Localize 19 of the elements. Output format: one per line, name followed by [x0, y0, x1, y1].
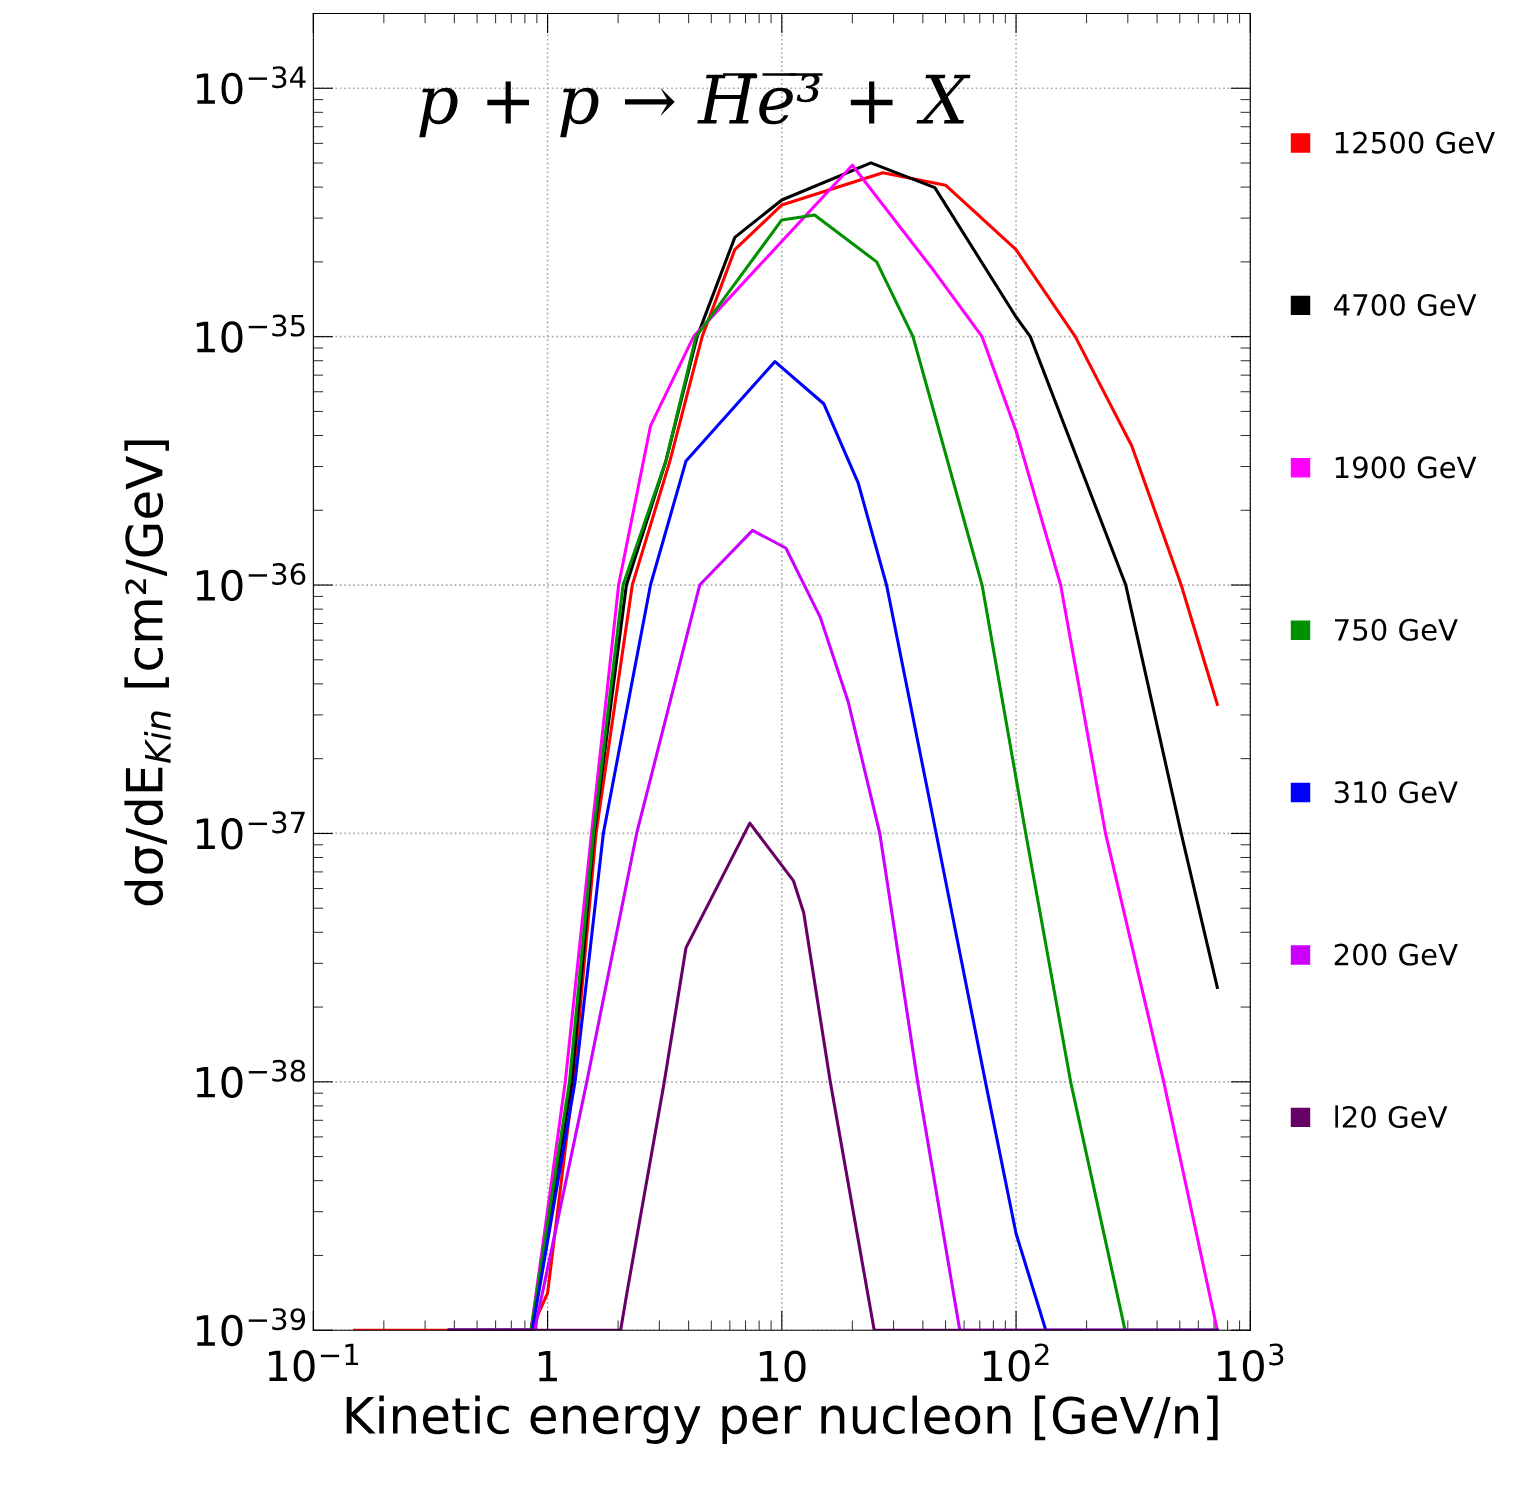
- y-tick-label: 10$^{−36}$: [196, 562, 306, 602]
- legend-label: 4700 GeV: [1334, 293, 1477, 317]
- y-tick-label: 10$^{−38}$: [196, 1059, 306, 1098]
- y-tick-label: 10$^{−37}$: [196, 811, 305, 850]
- x-tick-label: 10$^{3}$: [1218, 1343, 1284, 1382]
- x-axis-title: Kinetic energy per nucleon [GeV/n]: [346, 1395, 1218, 1444]
- legend-label: 200 GeV: [1334, 943, 1458, 966]
- legend-label: 12500 GeV: [1335, 131, 1495, 154]
- text: p + p → H̅e̅³̅ + X: [419, 73, 971, 138]
- y-axis-title: dσ/dE$_{Kin}$ [cm²/GeV]: [124, 440, 171, 906]
- y-tick-label: 10$^{−35}$: [196, 314, 305, 353]
- legend-label: 750 GeV: [1334, 618, 1458, 641]
- x-tick-label: 1: [538, 1350, 557, 1382]
- legend-label: 310 GeV: [1334, 781, 1458, 804]
- legend-label: 1900 GeV: [1335, 456, 1477, 479]
- x-tick-label: 10: [759, 1350, 806, 1382]
- y-tick-label: 10$^{−34}$: [196, 66, 306, 105]
- x-tick-label: 10$^{2}$: [983, 1343, 1049, 1382]
- legend-label: l20 GeV: [1335, 1105, 1448, 1128]
